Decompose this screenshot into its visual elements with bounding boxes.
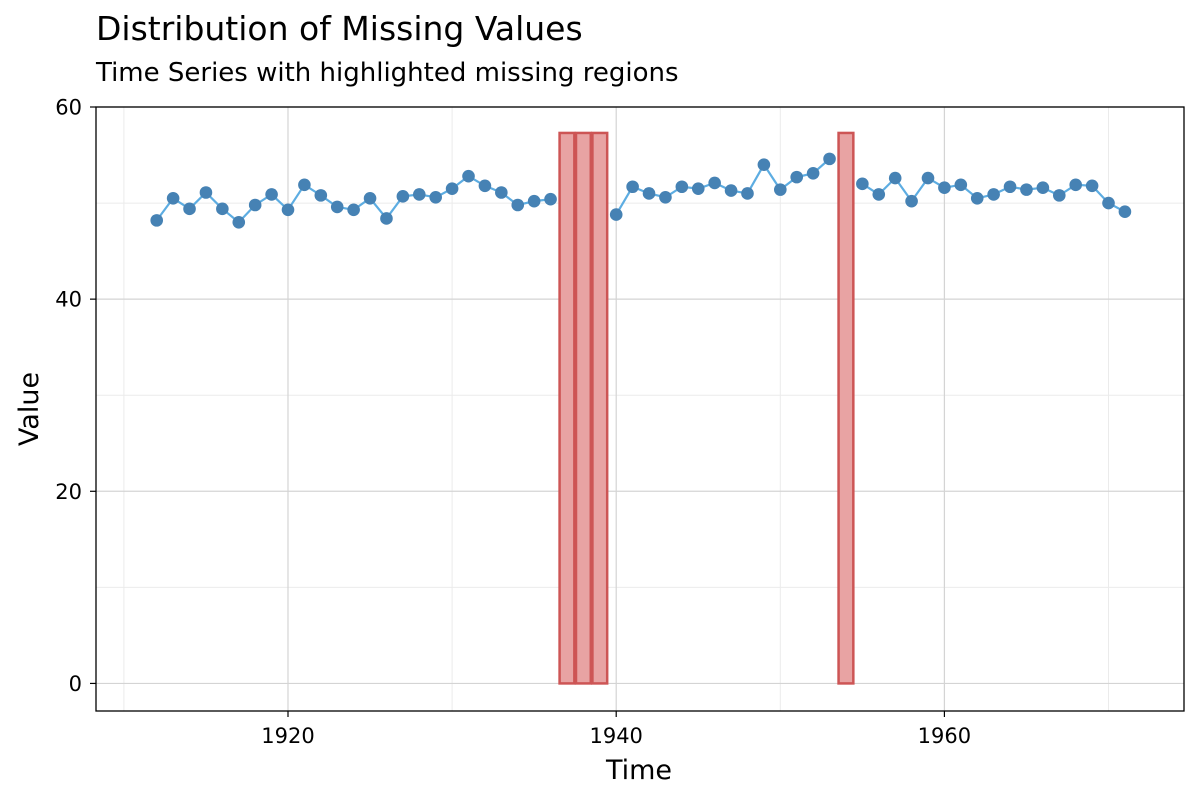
y-axis-label: Value — [14, 372, 45, 446]
data-point — [1069, 178, 1082, 192]
x-tick-label: 1960 — [918, 724, 971, 748]
axis-ticks: 1920 1940 1960 0 20 40 60 — [55, 96, 971, 749]
data-point — [921, 171, 935, 185]
data-point — [1085, 179, 1099, 193]
data-point — [183, 202, 196, 216]
data-point — [216, 202, 229, 216]
data-point — [429, 191, 442, 204]
data-point — [691, 182, 705, 195]
series-points — [150, 152, 1132, 229]
data-point — [445, 182, 459, 195]
data-point — [741, 187, 754, 200]
data-point — [905, 194, 918, 208]
data-point — [954, 178, 968, 192]
data-point — [380, 212, 393, 225]
missing-region-bar — [574, 131, 593, 685]
data-point — [478, 179, 492, 193]
data-point — [314, 189, 328, 202]
data-point — [626, 180, 639, 194]
grid-minor — [96, 107, 1184, 711]
data-point — [412, 188, 426, 201]
chart-subtitle: Time Series with highlighted missing reg… — [96, 58, 679, 88]
y-tick-label: 60 — [55, 96, 82, 120]
data-point — [757, 158, 771, 171]
data-point — [987, 188, 1000, 201]
data-point — [774, 183, 787, 196]
data-point — [938, 181, 951, 194]
data-point — [1036, 181, 1050, 194]
data-point — [1118, 205, 1132, 219]
data-point — [298, 178, 311, 192]
plot-frame — [95, 106, 1185, 712]
y-tick-label: 40 — [55, 288, 82, 312]
data-point — [248, 198, 262, 212]
missing-region-bar — [591, 131, 609, 685]
data-point — [1003, 180, 1017, 194]
data-point — [363, 191, 377, 205]
missing-regions — [558, 131, 855, 685]
y-tick-label: 0 — [69, 672, 82, 696]
data-point — [708, 176, 721, 190]
data-point — [396, 190, 410, 203]
data-point — [856, 177, 869, 191]
data-point — [659, 191, 672, 204]
series-line-segment — [615, 158, 831, 216]
data-point — [1052, 189, 1066, 202]
data-point — [724, 184, 738, 197]
data-point — [1102, 196, 1115, 210]
grid-major — [96, 106, 1184, 711]
data-point — [511, 198, 525, 212]
data-point — [970, 191, 984, 205]
data-point — [823, 152, 836, 166]
data-point — [872, 188, 886, 201]
missing-region-bar — [837, 131, 855, 685]
data-point — [806, 166, 820, 180]
data-point — [150, 214, 164, 227]
x-tick-label: 1940 — [589, 724, 642, 748]
data-point — [1020, 183, 1033, 196]
data-point — [232, 215, 246, 229]
data-point — [462, 169, 475, 183]
data-point — [544, 192, 557, 206]
x-axis-label: Time — [605, 755, 672, 786]
data-point — [642, 187, 656, 200]
data-point — [888, 171, 902, 185]
data-point — [495, 186, 508, 199]
chart-title: Distribution of Missing Values — [96, 9, 583, 48]
data-point — [790, 170, 804, 184]
data-point — [347, 203, 360, 217]
data-point — [265, 188, 278, 201]
data-point — [281, 203, 295, 217]
data-point — [330, 200, 344, 214]
data-point — [166, 191, 180, 205]
y-tick-label: 20 — [55, 480, 82, 504]
data-point — [199, 186, 213, 199]
data-point — [675, 180, 689, 194]
x-tick-label: 1920 — [261, 724, 314, 748]
data-point — [609, 208, 623, 221]
missing-region-bar — [558, 131, 576, 685]
data-point — [527, 194, 541, 208]
